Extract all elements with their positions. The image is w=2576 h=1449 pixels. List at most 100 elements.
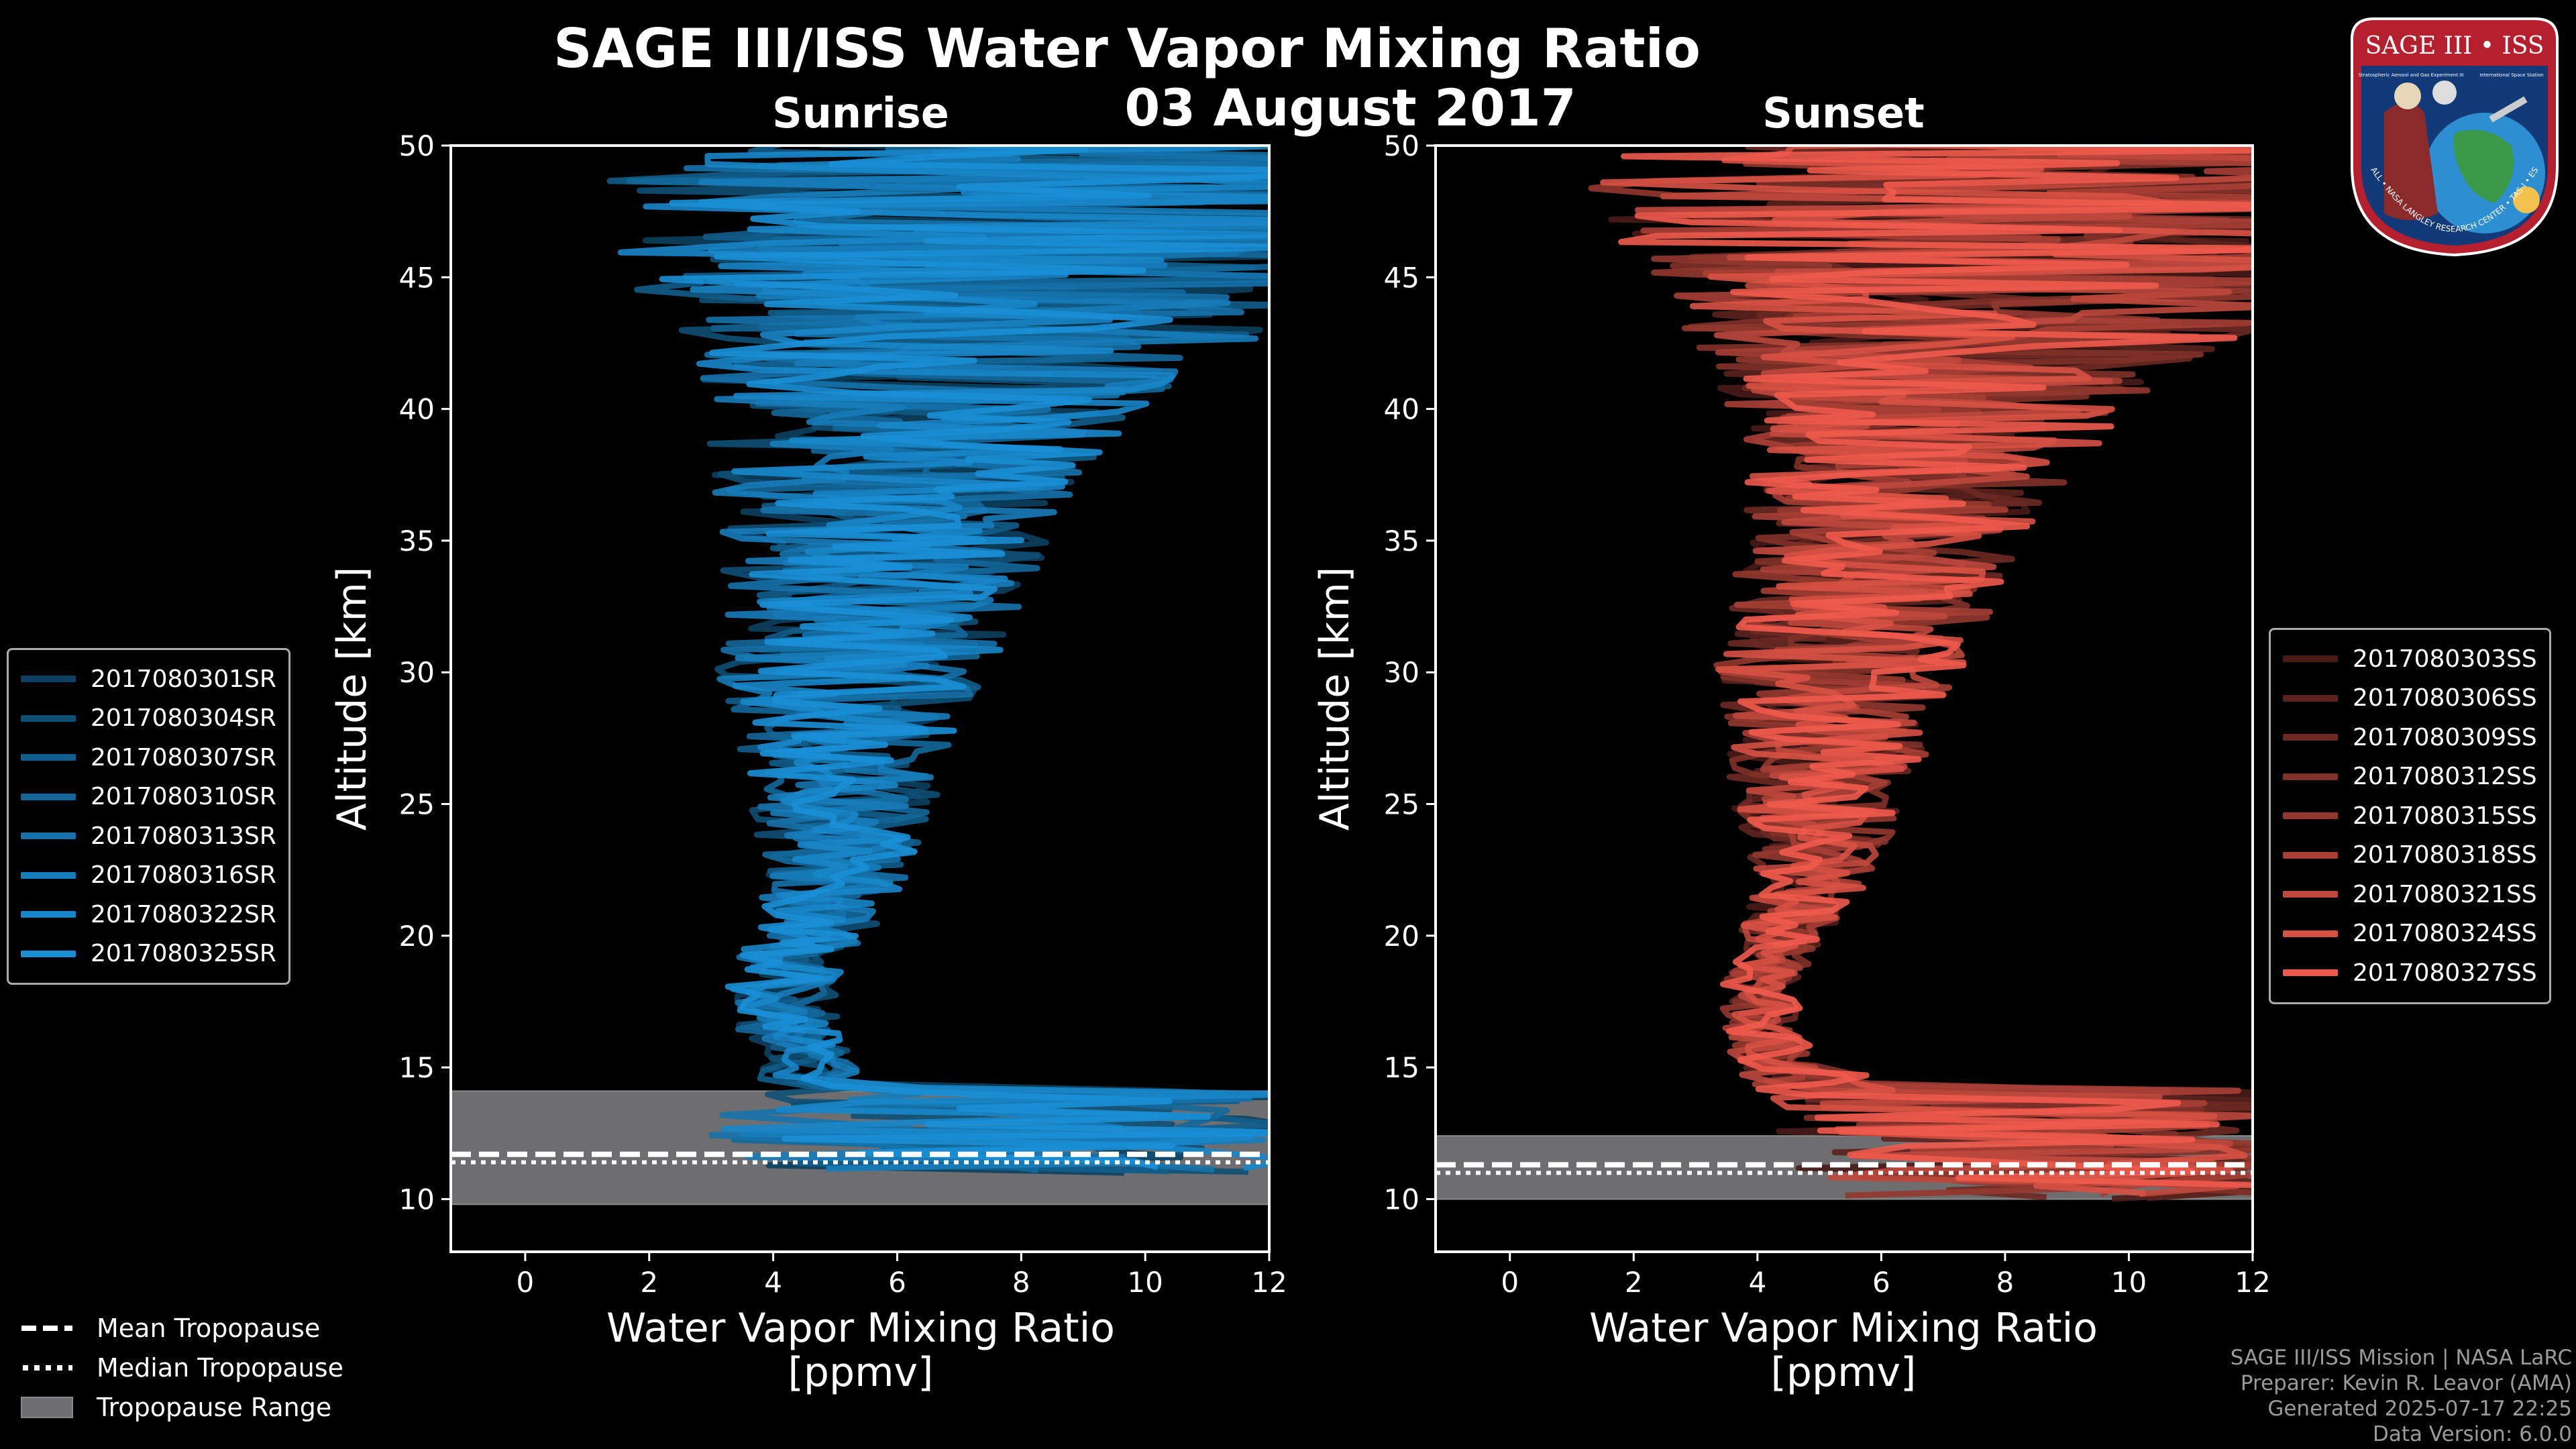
sunset-xtick-label: 2 — [1625, 1266, 1643, 1299]
legend-item-median-tropopause: Median Tropopause — [20, 1348, 343, 1387]
sunrise-ytick-label: 50 — [399, 129, 435, 162]
profile-line-2017080325SR — [659, 146, 1269, 1171]
legend-swatch — [21, 793, 76, 800]
sunrise-panel-title: Sunrise — [772, 89, 949, 138]
legend-swatch — [2283, 812, 2338, 820]
sunset-legend: 2017080303SS 2017080306SS 2017080309SS 2017… — [2269, 628, 2551, 1004]
legend-swatch — [2283, 734, 2338, 741]
sunset-panel: 10 15 20 25 30 35 40 45 50 0 2 4 6 8 10 12 Water Vapor M… — [1311, 129, 2271, 1396]
sunset-ytick-label: 40 — [1384, 393, 1419, 426]
sunset-xtick-label: 6 — [1872, 1266, 1890, 1299]
legend-label: 2017080307SR — [91, 743, 276, 771]
legend-label: 2017080316SR — [91, 861, 276, 890]
sunrise-ytick-label: 45 — [399, 261, 435, 294]
credit-preparer: Preparer: Kevin R. Leavor (AMA) — [2240, 1371, 2572, 1395]
sunrise-xtick-label: 12 — [1251, 1266, 1287, 1299]
sunrise-xaxis-label: Water Vapor Mixing Ratio — [606, 1305, 1115, 1352]
legend-swatch — [2283, 851, 2338, 859]
legend-item-2017080307SR: 2017080307SR — [21, 738, 276, 777]
legend-label: 2017080313SR — [91, 822, 276, 850]
credit-version: Data Version: 6.0.0 — [2372, 1422, 2572, 1446]
chart-date: 03 August 2017 — [1124, 78, 1576, 138]
legend-item-2017080324SS: 2017080324SS — [2283, 914, 2537, 954]
sunset-xtick-label: 10 — [2111, 1266, 2147, 1299]
sunset-xaxis-label: Water Vapor Mixing Ratio — [1589, 1305, 2098, 1352]
legend-item-2017080321SS: 2017080321SS — [2283, 875, 2537, 914]
sunrise-xtick-label: 4 — [764, 1266, 782, 1299]
legend-swatch — [2283, 655, 2338, 663]
sunrise-xtick-label: 2 — [640, 1266, 658, 1299]
credit-mission: SAGE III/ISS Mission | NASA LaRC — [2230, 1346, 2572, 1370]
dashed-line-swatch — [21, 1325, 72, 1331]
sunset-yaxis-label: Altitude [km] — [1311, 567, 1358, 831]
legend-swatch — [21, 833, 76, 840]
median-tropopause-label: Median Tropopause — [97, 1352, 343, 1383]
sunset-ytick-label: 10 — [1384, 1183, 1419, 1216]
legend-item-tropopause-range: Tropopause Range — [20, 1387, 343, 1427]
legend-label: 2017080301SR — [91, 665, 276, 693]
legend-item-2017080325SR: 2017080325SR — [21, 934, 276, 974]
badge-subtitle-1: Stratospheric Aerosol and Gas Experiment… — [2358, 72, 2463, 78]
sunrise-xtick-label: 6 — [888, 1266, 906, 1299]
sunset-xaxis-label: [ppmv] — [1771, 1349, 1917, 1396]
dotted-line-swatch — [23, 1364, 72, 1371]
legend-label: 2017080325SR — [91, 940, 276, 968]
legend-item-2017080304SR: 2017080304SR — [21, 699, 276, 739]
tropopause-range-label: Tropopause Range — [97, 1392, 332, 1422]
legend-item-2017080316SR: 2017080316SR — [21, 856, 276, 896]
sunset-ytick-label: 20 — [1384, 920, 1419, 953]
legend-item-2017080315SS: 2017080315SS — [2283, 796, 2537, 836]
legend-item-2017080312SS: 2017080312SS — [2283, 757, 2537, 797]
legend-item-2017080310SR: 2017080310SR — [21, 777, 276, 817]
sunset-xtick-label: 0 — [1501, 1266, 1519, 1299]
legend-swatch — [2283, 694, 2338, 702]
sunrise-xtick-label: 8 — [1012, 1266, 1030, 1299]
legend-label: 2017080318SS — [2353, 841, 2537, 869]
badge-subtitle-2: International Space Station — [2479, 72, 2543, 78]
range-swatch — [21, 1396, 73, 1418]
tropopause-legend: Mean Tropopause Median Tropopause Tropop… — [20, 1308, 343, 1427]
legend-item-2017080301SR: 2017080301SR — [21, 659, 276, 699]
chart-title: SAGE III/ISS Water Vapor Mixing Ratio — [553, 17, 1701, 80]
legend-item-mean-tropopause: Mean Tropopause — [20, 1308, 343, 1348]
legend-swatch — [21, 871, 76, 879]
legend-label: 2017080304SR — [91, 704, 276, 733]
credits: SAGE III/ISS Mission | NASA LaRC Prepare… — [2231, 1345, 2572, 1447]
sunset-xtick-label: 12 — [2235, 1266, 2270, 1299]
legend-swatch — [21, 714, 76, 722]
badge-title: SAGE III • ISS — [2365, 32, 2544, 60]
sunrise-ytick-label: 20 — [399, 920, 435, 953]
legend-swatch — [21, 676, 76, 683]
legend-item-2017080327SS: 2017080327SS — [2283, 953, 2537, 993]
legend-swatch — [2283, 969, 2338, 977]
sunset-axes-frame — [1434, 144, 2254, 1253]
sunset-ytick-label: 15 — [1384, 1051, 1419, 1084]
legend-item-2017080306SS: 2017080306SS — [2283, 679, 2537, 718]
legend-label: 2017080315SS — [2353, 802, 2537, 830]
legend-label: 2017080306SS — [2353, 684, 2537, 712]
legend-swatch — [21, 911, 76, 918]
sunrise-ytick-label: 30 — [399, 656, 435, 689]
legend-label: 2017080321SS — [2353, 880, 2537, 908]
legend-label: 2017080322SR — [91, 900, 276, 928]
legend-item-2017080322SR: 2017080322SR — [21, 895, 276, 934]
sunrise-xtick-label: 0 — [517, 1266, 535, 1299]
sunset-ytick-label: 25 — [1384, 788, 1419, 821]
sunrise-xaxis-label: [ppmv] — [788, 1349, 934, 1396]
sunset-xtick-label: 8 — [1996, 1266, 2015, 1299]
legend-label: 2017080310SR — [91, 783, 276, 811]
legend-label: 2017080312SS — [2353, 763, 2537, 791]
legend-item-2017080318SS: 2017080318SS — [2283, 836, 2537, 875]
sunrise-ytick-label: 15 — [399, 1051, 435, 1084]
sunrise-panel: 10 15 20 25 30 35 40 45 50 0 2 4 6 8 10 12 Water Vapor M… — [329, 129, 1287, 1396]
sunset-ytick-label: 30 — [1384, 656, 1419, 689]
legend-swatch — [2283, 930, 2338, 937]
credit-generated: Generated 2025-07-17 22:25 — [2267, 1397, 2572, 1421]
sunrise-xtick-label: 10 — [1127, 1266, 1163, 1299]
legend-label: 2017080324SS — [2353, 920, 2537, 948]
sunset-ytick-label: 35 — [1384, 525, 1419, 557]
legend-swatch — [2283, 891, 2338, 898]
legend-swatch — [2283, 773, 2338, 780]
sunset-xtick-label: 4 — [1748, 1266, 1766, 1299]
